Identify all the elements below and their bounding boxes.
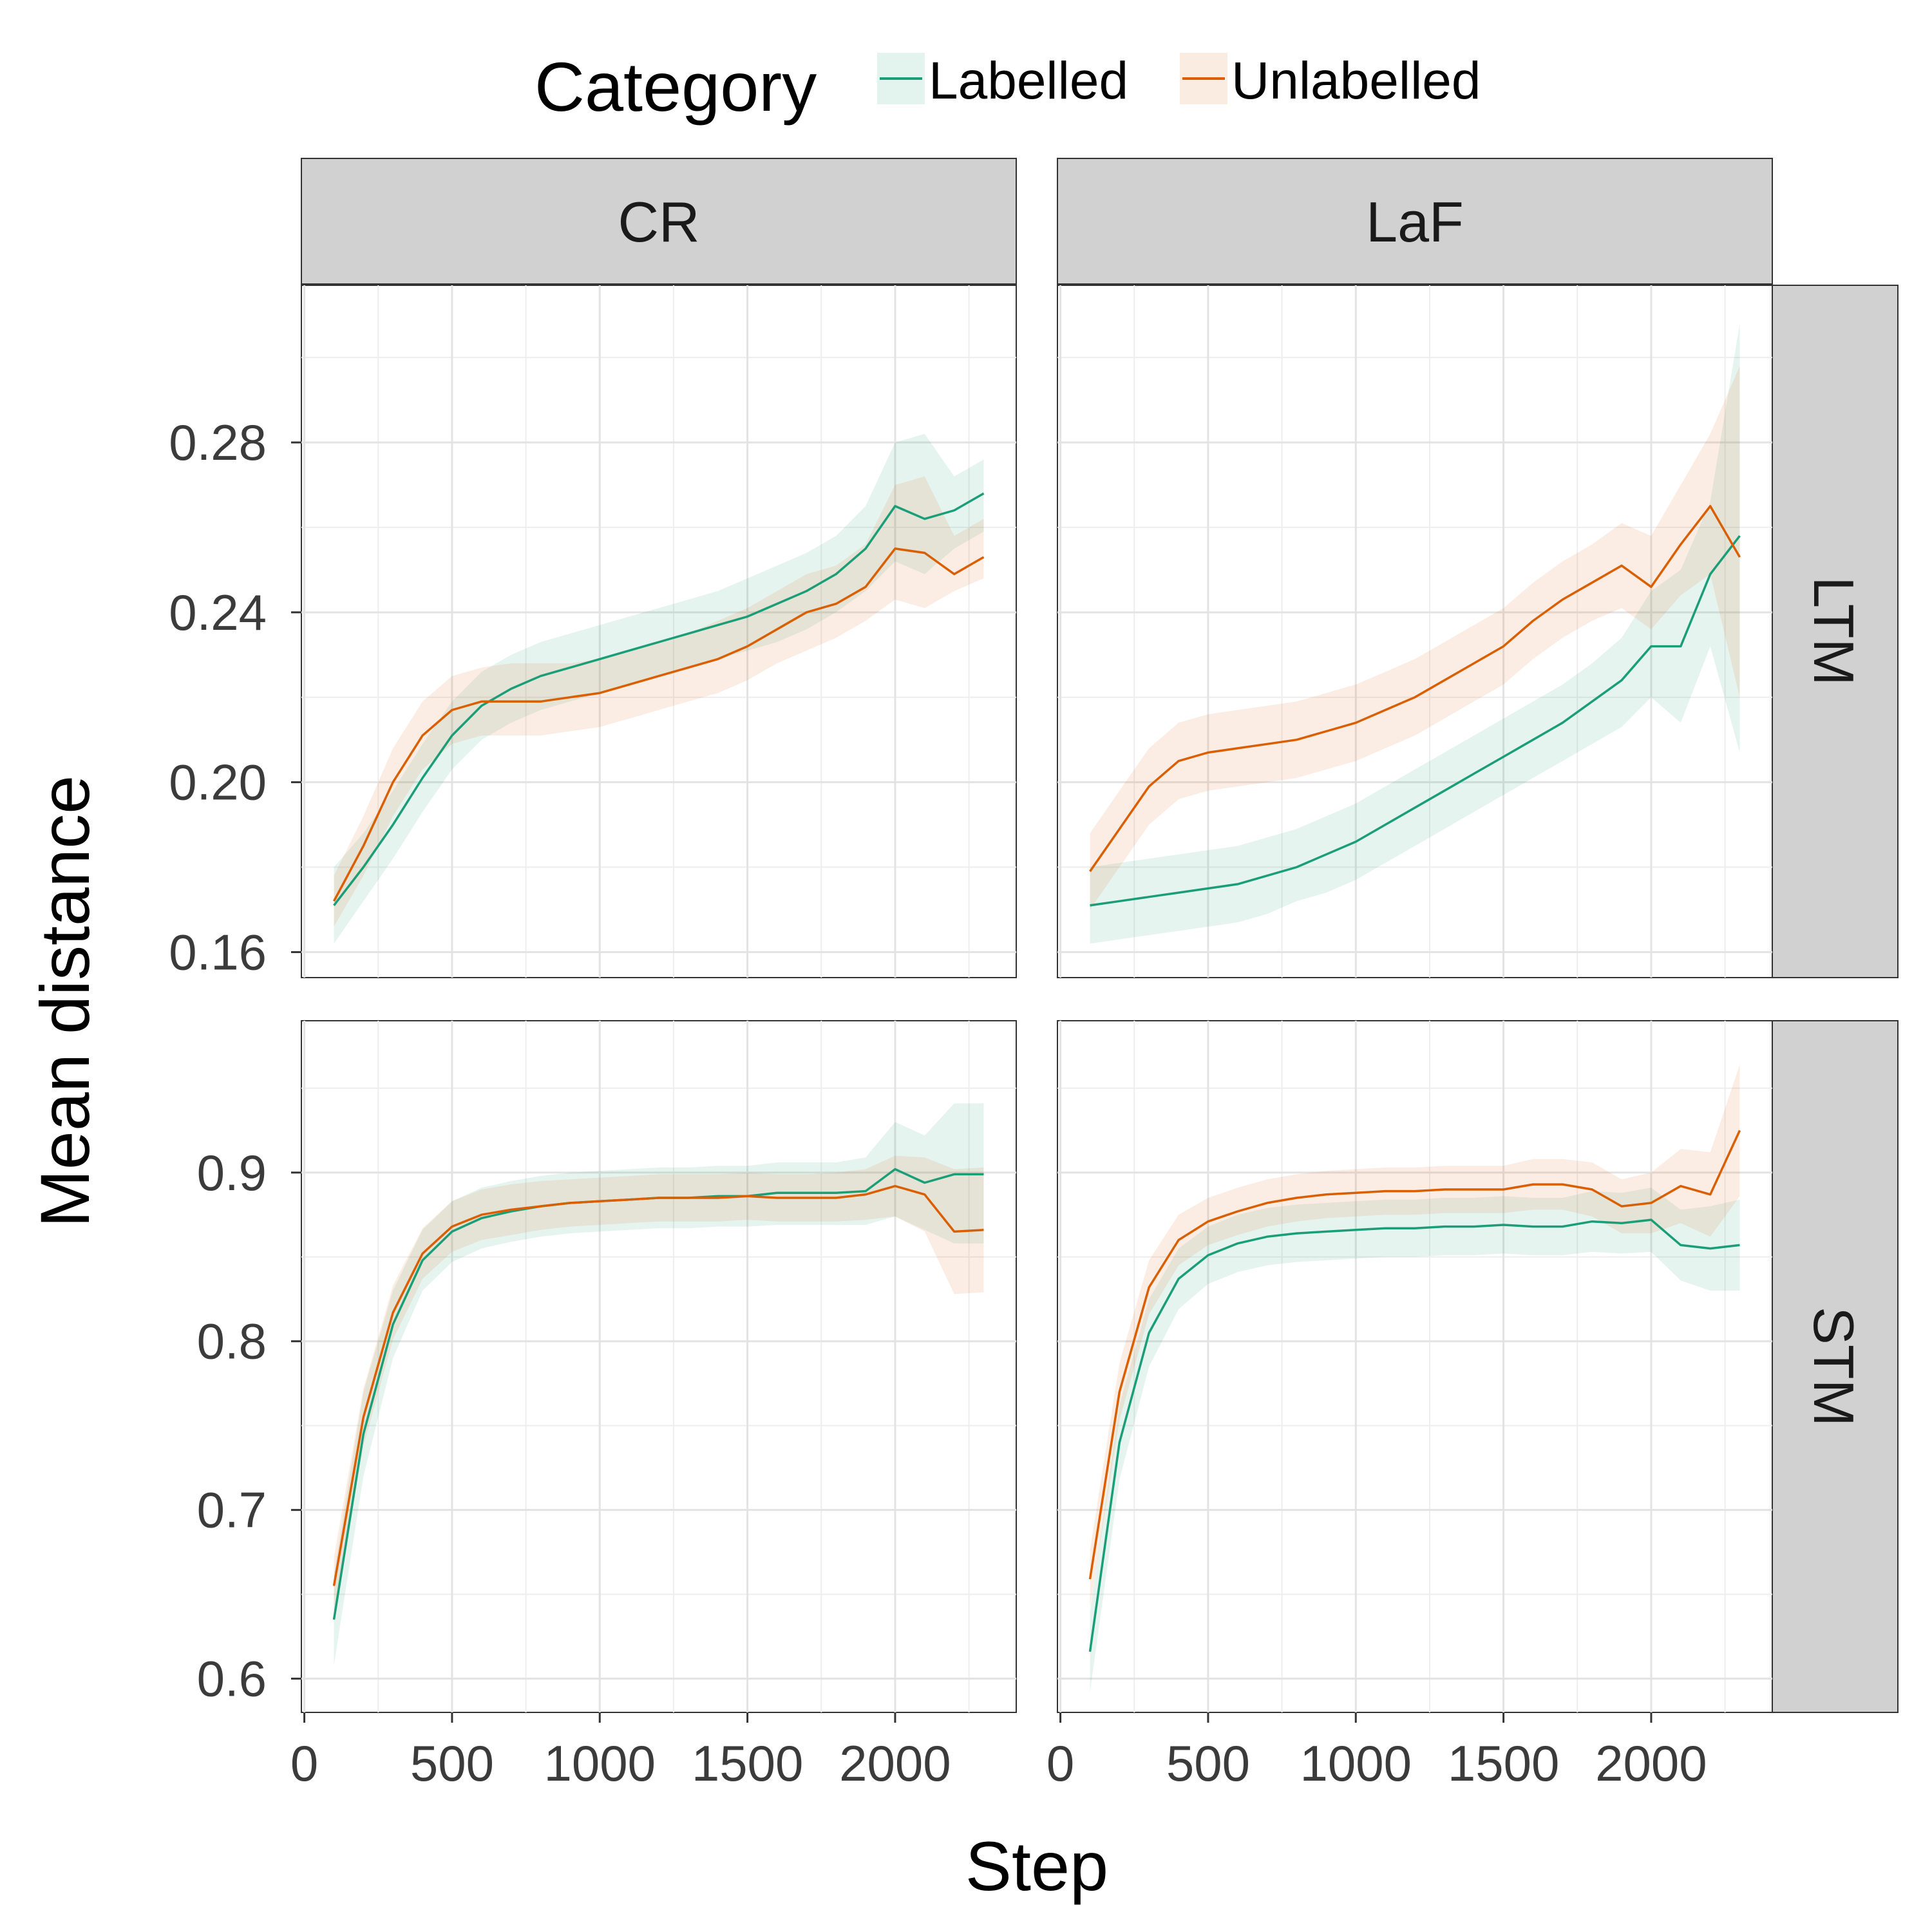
strip-row-ltm: LTM xyxy=(1772,285,1899,978)
panel-laf-ltm-bg xyxy=(1057,285,1773,978)
ribbon-labelled-cr-stm xyxy=(334,1103,984,1665)
ribbon-labelled-cr-ltm xyxy=(334,433,984,944)
panel-laf-stm-ribbons xyxy=(1090,1065,1740,1692)
x-tick-label-cr: 500 xyxy=(410,1735,494,1792)
series-line-unlabelled-cr-stm xyxy=(332,1184,984,1586)
y-tick-label-ltm: 0.20 xyxy=(169,754,267,811)
series-line-labelled-laf-ltm xyxy=(1090,535,1741,907)
ribbon-labelled-laf-ltm xyxy=(1090,323,1740,944)
strip-col-laf: LaF xyxy=(1057,158,1773,285)
strip-col-laf-label: LaF xyxy=(1366,190,1464,254)
panel-cr-stm-lines xyxy=(332,1168,984,1620)
y-tick-label-ltm: 0.28 xyxy=(169,414,267,471)
y-axis-title: Mean distance xyxy=(26,775,104,1227)
panel-cr-ltm-bg xyxy=(301,285,1017,978)
panel-cr-ltm xyxy=(301,285,1017,978)
series-line-unlabelled-cr-ltm xyxy=(332,547,985,902)
panel-laf-stm-grid xyxy=(1057,1021,1772,1712)
strip-row-ltm-label: LTM xyxy=(1802,576,1866,685)
x-tick-label-cr: 1000 xyxy=(544,1735,656,1792)
y-tick-label-stm: 0.6 xyxy=(197,1651,267,1707)
legend-label-unlabelled: Unlabelled xyxy=(1231,52,1481,110)
legend-item-labelled: Labelled xyxy=(877,52,1128,110)
legend: Category Labelled Unlabelled xyxy=(535,48,1481,126)
legend-title: Category xyxy=(535,48,817,126)
strip-col-cr: CR xyxy=(301,158,1017,285)
ribbon-unlabelled-cr-ltm xyxy=(334,476,984,927)
ribbon-unlabelled-cr-stm xyxy=(334,1155,984,1615)
panel-laf-stm-lines xyxy=(1088,1130,1741,1652)
panel-cr-stm-ribbons xyxy=(334,1103,984,1665)
strip-col-cr-label: CR xyxy=(618,190,699,254)
strip-row-stm-label: STM xyxy=(1802,1307,1866,1426)
x-axis-cr: 0 500 1000 1500 2000 xyxy=(290,1712,951,1792)
x-tick-label-laf: 2000 xyxy=(1595,1735,1707,1792)
x-tick-label-laf: 1500 xyxy=(1448,1735,1560,1792)
ribbon-unlabelled-laf-stm xyxy=(1090,1065,1740,1608)
panel-laf-ltm-lines xyxy=(1089,505,1741,907)
x-tick-label-cr: 1500 xyxy=(692,1735,804,1792)
ribbon-labelled-laf-stm xyxy=(1090,1188,1740,1692)
y-axis-stm: 0.6 0.7 0.8 0.9 xyxy=(197,1144,301,1707)
strip-row-stm-bg xyxy=(1772,1020,1899,1713)
series-line-labelled-cr-ltm xyxy=(333,492,985,906)
x-axis-title: Step xyxy=(965,1827,1108,1905)
panel-cr-stm xyxy=(301,1020,1017,1713)
strip-row-stm: STM xyxy=(1772,1020,1899,1713)
x-tick-label-laf: 500 xyxy=(1166,1735,1250,1792)
ribbon-unlabelled-laf-ltm xyxy=(1090,366,1740,910)
panel-cr-ltm-lines xyxy=(332,492,985,906)
y-tick-label-ltm: 0.24 xyxy=(169,584,267,641)
strip-col-cr-bg xyxy=(301,158,1017,285)
panel-cr-ltm-ribbons xyxy=(334,433,984,944)
x-tick-label-laf: 1000 xyxy=(1300,1735,1412,1792)
x-tick-label-cr: 0 xyxy=(290,1735,318,1792)
y-tick-label-stm: 0.8 xyxy=(197,1313,267,1370)
series-line-unlabelled-laf-stm xyxy=(1088,1130,1741,1580)
x-tick-label-laf: 0 xyxy=(1046,1735,1074,1792)
y-tick-label-stm: 0.9 xyxy=(197,1144,267,1201)
panel-laf-stm-bg xyxy=(1057,1020,1773,1713)
series-line-unlabelled-laf-ltm xyxy=(1089,505,1741,873)
y-tick-label-ltm: 0.16 xyxy=(169,923,267,980)
panel-cr-stm-bg xyxy=(301,1020,1017,1713)
panel-cr-stm-grid xyxy=(301,1021,1016,1712)
panel-laf-ltm-grid xyxy=(1057,285,1772,978)
panel-laf-ltm-ribbons xyxy=(1090,323,1740,944)
y-tick-label-stm: 0.7 xyxy=(197,1482,267,1539)
x-axis-laf: 0 500 1000 1500 2000 xyxy=(1046,1712,1707,1792)
x-tick-label-cr: 2000 xyxy=(839,1735,951,1792)
strip-col-laf-bg xyxy=(1057,158,1773,285)
legend-label-labelled: Labelled xyxy=(929,52,1128,110)
panel-laf-stm xyxy=(1057,1020,1773,1713)
panel-laf-ltm xyxy=(1057,285,1773,978)
series-line-labelled-laf-stm xyxy=(1088,1218,1740,1652)
legend-item-unlabelled: Unlabelled xyxy=(1180,52,1481,110)
y-axis-ltm: 0.16 0.20 0.24 0.28 xyxy=(169,414,301,980)
strip-row-ltm-bg xyxy=(1772,285,1899,978)
